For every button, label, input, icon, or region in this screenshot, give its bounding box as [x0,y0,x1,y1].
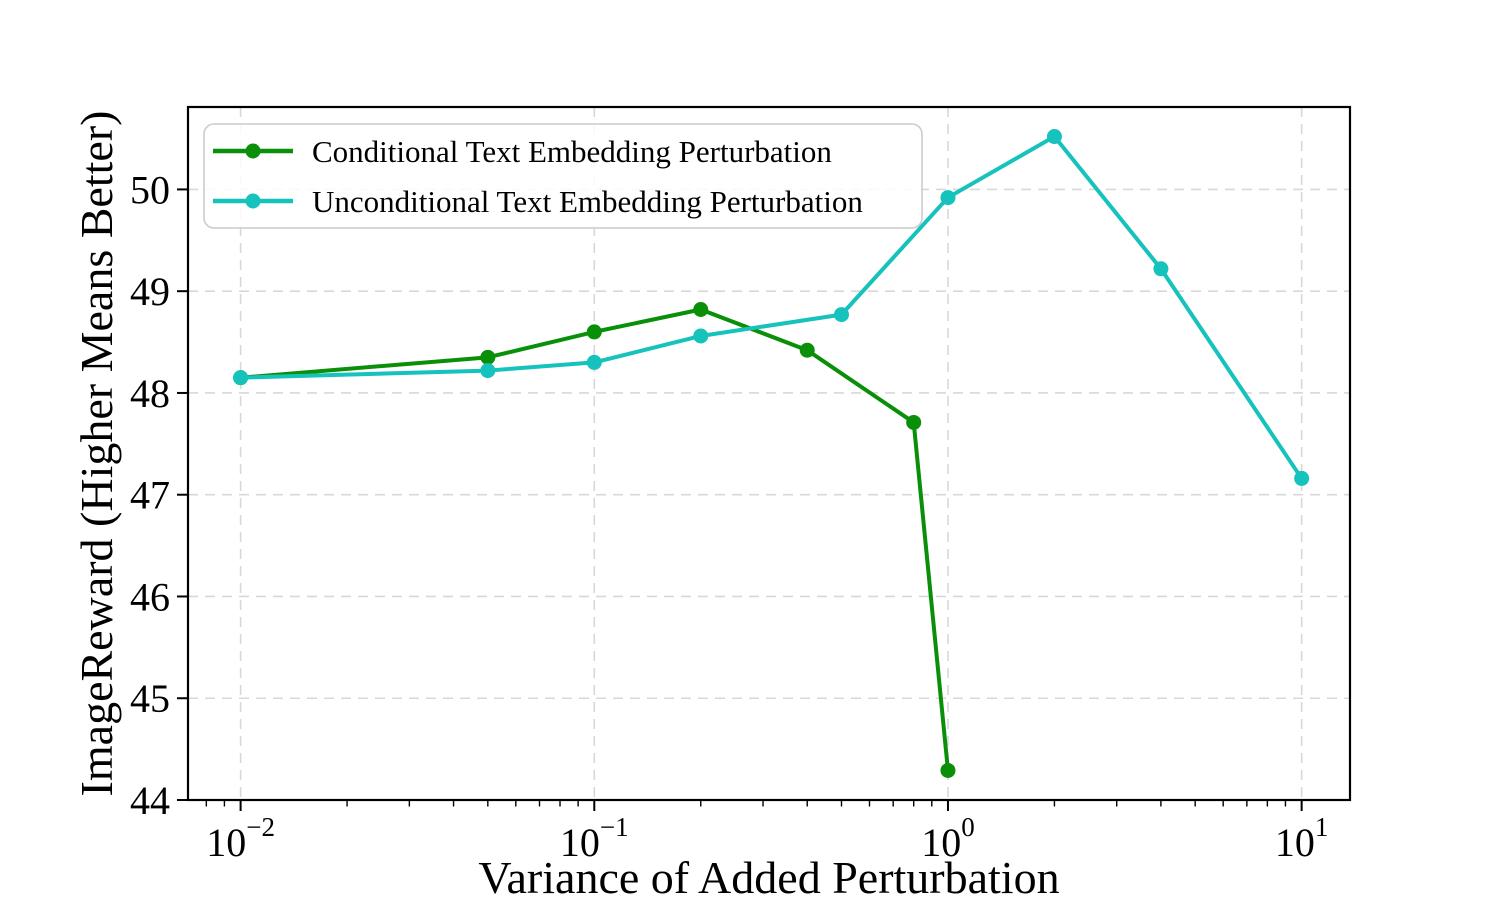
legend-box [203,123,923,229]
data-point-marker [480,363,496,379]
axis-ticks [177,188,1303,811]
legend-label: Unconditional Text Embedding Perturbatio… [312,184,863,219]
y-tick-label: 46 [130,574,170,619]
legend-marker [245,143,261,159]
y-tick-label: 47 [130,473,170,518]
x-tick-label: 100 [921,812,975,865]
legend: Conditional Text Embedding Perturbation U… [203,123,923,229]
data-point-marker [799,342,815,358]
data-point-marker [480,349,496,365]
data-point-marker [1046,129,1062,145]
legend-marker [245,193,261,209]
series-conditional [233,302,956,778]
y-tick-label: 50 [130,167,170,212]
legend-label: Conditional Text Embedding Perturbation [312,134,832,169]
data-point-marker [1294,470,1310,486]
y-axis-label: ImageReward (Higher Means Better) [71,111,122,797]
data-point-marker [1153,261,1169,277]
series-unconditional [233,129,1310,486]
y-tick-label: 44 [130,778,170,823]
data-point-marker [693,328,709,344]
plot-border [186,105,1352,802]
y-tick-label: 45 [130,676,170,721]
data-point-marker [833,307,849,323]
x-axis-label: Variance of Added Perturbation [478,852,1059,900]
data-point-marker [586,354,602,370]
y-tick-label: 48 [130,371,170,416]
data-point-marker [906,414,922,430]
y-tick-label: 49 [130,269,170,314]
x-tick-label: 101 [1275,812,1329,865]
data-point-marker [940,190,956,206]
x-tick-label: 10−2 [206,812,275,865]
data-point-marker [940,762,956,778]
x-tick-label: 10−1 [560,812,629,865]
data-point-marker [233,370,249,386]
data-point-marker [586,324,602,340]
data-point-marker [693,302,709,318]
